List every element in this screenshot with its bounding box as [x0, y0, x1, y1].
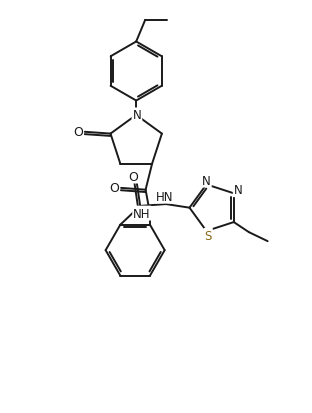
Text: N: N [234, 184, 242, 197]
Text: N: N [133, 109, 141, 122]
Text: N: N [202, 174, 211, 187]
Text: O: O [109, 182, 119, 195]
Text: O: O [73, 126, 83, 139]
Text: O: O [128, 170, 138, 183]
Text: S: S [205, 229, 212, 242]
Text: NH: NH [133, 207, 151, 220]
Text: HN: HN [156, 190, 173, 203]
